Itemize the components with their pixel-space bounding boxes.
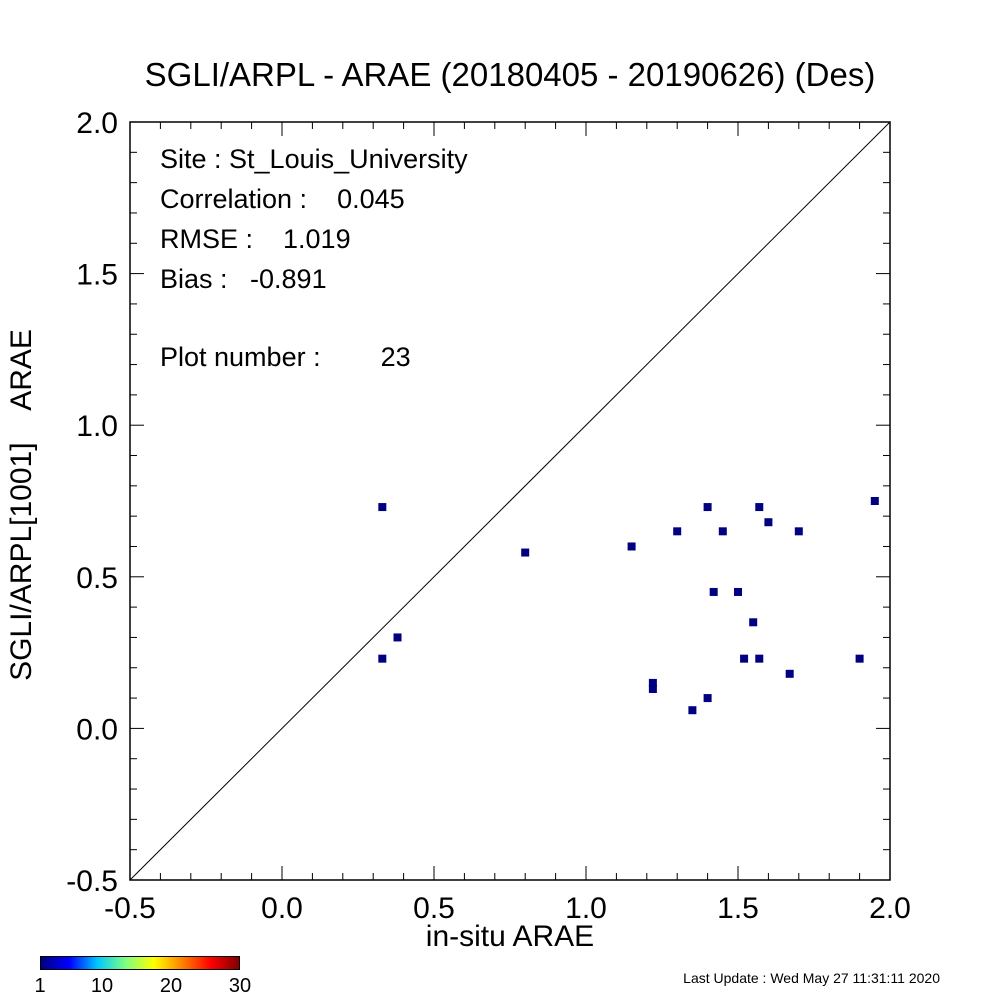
y-tick-label: 1.5 — [76, 259, 118, 292]
y-tick-label: 0.5 — [76, 562, 118, 595]
y-tick-label: 1.0 — [76, 410, 118, 443]
data-point — [648, 684, 657, 693]
x-tick-label: 1.0 — [565, 892, 607, 925]
last-update-text: Last Update : Wed May 27 11:31:11 2020 — [683, 970, 940, 986]
data-points — [378, 497, 879, 715]
one-to-one-line — [129, 121, 891, 881]
data-point — [378, 654, 387, 663]
plot-frame — [129, 121, 891, 881]
y-axis-label: SGLI/ARPL[1001] ARAE — [5, 329, 38, 681]
data-point — [870, 497, 879, 505]
stats-rmse: RMSE : 1.019 — [160, 224, 351, 254]
colorbar-tick-label: 10 — [90, 975, 114, 997]
data-point — [749, 618, 758, 627]
colorbar — [40, 956, 240, 970]
data-point — [794, 527, 803, 536]
y-tick-label: -0.5 — [66, 865, 118, 898]
x-axis-label: in-situ ARAE — [425, 920, 595, 953]
x-tick-label: 0.0 — [261, 892, 303, 925]
data-point — [755, 503, 764, 512]
data-point — [393, 633, 402, 642]
stats-site: Site : St_Louis_University — [160, 144, 468, 174]
data-point — [673, 527, 682, 536]
data-point — [785, 669, 794, 678]
data-point — [718, 527, 727, 536]
x-tick-label: 1.5 — [717, 892, 759, 925]
data-point — [378, 503, 387, 512]
data-point — [703, 694, 712, 703]
stats-bias: Bias : -0.891 — [160, 264, 327, 294]
data-point — [855, 654, 864, 663]
data-point — [521, 548, 530, 557]
data-point — [627, 542, 636, 551]
colorbar-tick-label: 1 — [34, 975, 46, 997]
data-point — [703, 503, 712, 512]
chart-title: SGLI/ARPL - ARAE (20180405 - 20190626) (… — [144, 56, 876, 93]
data-point — [688, 706, 697, 715]
data-point — [755, 654, 764, 663]
stats-correlation: Correlation : 0.045 — [160, 184, 405, 214]
data-point — [740, 654, 749, 663]
data-point — [709, 587, 718, 596]
y-tick-label: 0.0 — [76, 713, 118, 746]
x-tick-label: -0.5 — [104, 892, 156, 925]
colorbar-tick-label: 30 — [228, 975, 252, 997]
colorbar-tick-label: 20 — [159, 975, 183, 997]
stats-plot-number: Plot number : 23 — [160, 342, 411, 372]
data-point — [734, 587, 742, 596]
tick-labels: -0.5 0.0 0.5 1.0 1.5 2.0 -0.5 0.0 0.5 1.0 1.5 2.0 — [66, 107, 911, 925]
data-point — [648, 678, 657, 687]
x-tick-label: 0.5 — [413, 892, 455, 925]
x-tick-label: 2.0 — [869, 892, 911, 925]
y-tick-label: 2.0 — [76, 107, 118, 140]
data-point — [764, 518, 773, 527]
